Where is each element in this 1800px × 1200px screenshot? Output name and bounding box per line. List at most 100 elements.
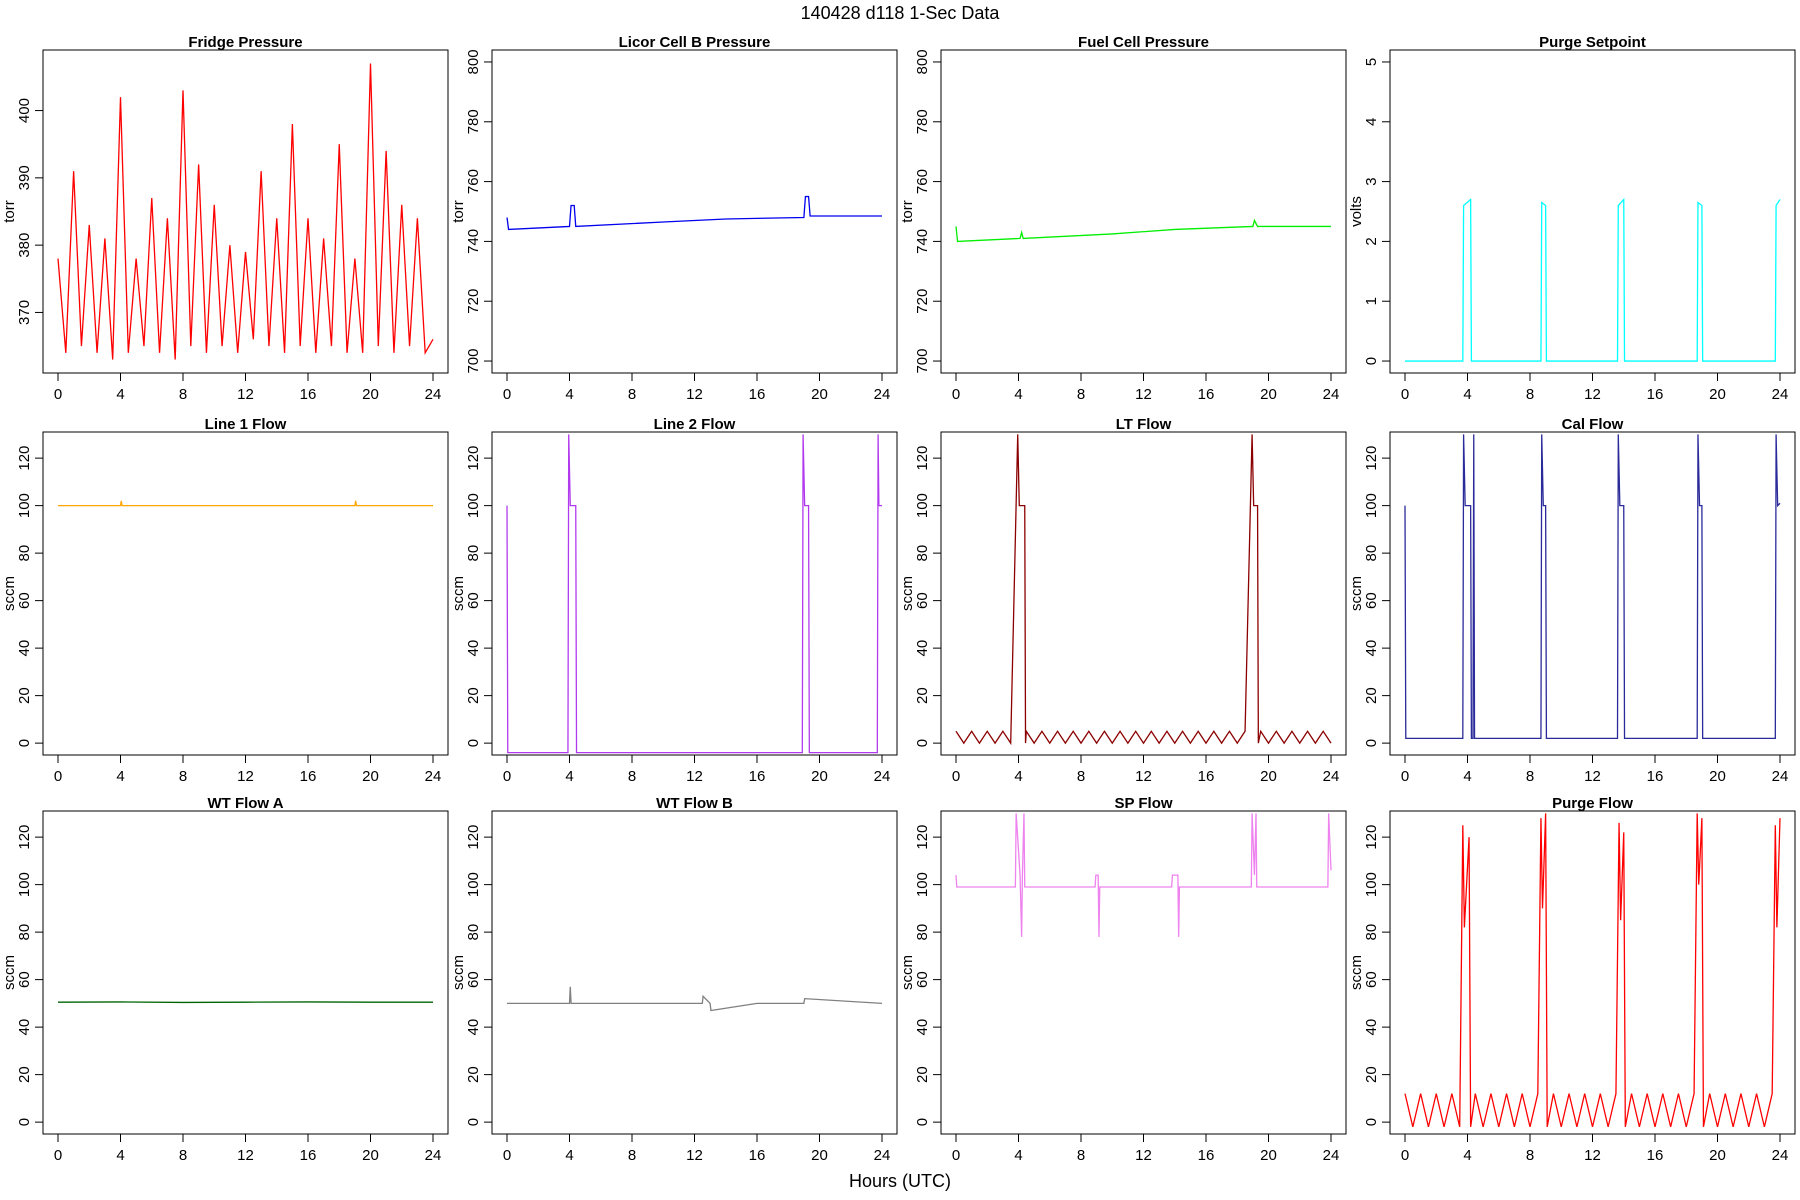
y-tick-label: 0 — [914, 739, 931, 747]
x-tick-label: 0 — [503, 386, 511, 403]
panel-title: WT Flow B — [656, 795, 733, 812]
panel-title: Cal Flow — [1562, 416, 1624, 433]
y-tick-label: 3 — [1363, 177, 1380, 185]
y-tick-label: 760 — [465, 169, 482, 194]
plot-frame — [42, 49, 449, 374]
y-tick-label: 60 — [914, 971, 931, 988]
x-tick-label: 8 — [1077, 1147, 1085, 1164]
x-tick-label: 20 — [811, 1147, 828, 1164]
y-tick-label: 120 — [465, 446, 482, 471]
panel-title: SP Flow — [1114, 795, 1172, 812]
y-axis-label: torr — [899, 200, 916, 223]
y-tick-label: 0 — [914, 1118, 931, 1126]
y-tick-label: 740 — [465, 229, 482, 254]
y-tick-label: 100 — [1363, 872, 1380, 897]
y-tick-label: 60 — [465, 971, 482, 988]
x-tick-label: 8 — [179, 386, 187, 403]
plot-area — [506, 195, 882, 231]
y-tick-label: 120 — [914, 446, 931, 471]
y-tick-label: 370 — [16, 300, 33, 325]
y-tick-label: 2 — [1363, 237, 1380, 245]
x-tick-label: 0 — [952, 1147, 960, 1164]
plot-frame — [940, 431, 1347, 756]
x-tick-label: 12 — [237, 386, 254, 403]
y-tick-label: 40 — [1363, 1019, 1380, 1036]
panel-title: Purge Flow — [1552, 795, 1633, 812]
x-tick-label: 8 — [628, 386, 636, 403]
y-tick-label: 80 — [914, 924, 931, 941]
x-tick-label: 20 — [362, 1147, 379, 1164]
panel: Fuel Cell Pressure torr 0 4 8 12 16 20 24 700 720 7… — [899, 34, 1347, 403]
x-tick-label: 20 — [1260, 768, 1277, 785]
y-tick-label: 4 — [1363, 118, 1380, 126]
y-tick-label: 20 — [16, 1066, 33, 1083]
x-tick-label: 20 — [1709, 386, 1726, 403]
y-tick-label: 20 — [465, 1066, 482, 1083]
y-tick-label: 20 — [465, 687, 482, 704]
y-tick-label: 0 — [1363, 357, 1380, 365]
plot-frame — [1389, 431, 1796, 756]
panel: Fridge Pressure torr 0 4 8 12 16 20 24 370 380 390 4… — [1, 34, 449, 403]
data-line — [955, 218, 1331, 243]
panel: Line 2 Flow sccm 0 4 8 12 16 20 24 0 20 40 60 80 100 12… — [450, 416, 898, 785]
plot-area — [1404, 813, 1781, 1128]
panel: Line 1 Flow sccm 0 4 8 12 16 20 24 0 20 40 60 80 100 12… — [1, 416, 449, 785]
plot-frame — [940, 810, 1347, 1135]
x-tick-label: 8 — [628, 1147, 636, 1164]
plot-frame — [42, 431, 449, 756]
x-tick-label: 16 — [1647, 1147, 1664, 1164]
x-tick-label: 16 — [1647, 386, 1664, 403]
y-tick-label: 700 — [914, 349, 931, 374]
y-tick-label: 100 — [1363, 493, 1380, 518]
y-tick-label: 80 — [16, 924, 33, 941]
x-tick-label: 4 — [116, 386, 124, 403]
x-tick-label: 24 — [1323, 768, 1340, 785]
y-tick-label: 100 — [465, 872, 482, 897]
x-tick-label: 12 — [1135, 386, 1152, 403]
plot-frame — [491, 810, 898, 1135]
x-tick-label: 0 — [1401, 768, 1409, 785]
x-tick-label: 16 — [300, 768, 317, 785]
x-tick-label: 0 — [54, 768, 62, 785]
x-tick-label: 16 — [749, 386, 766, 403]
y-tick-label: 60 — [465, 592, 482, 609]
x-axis-label: Hours (UTC) — [849, 1171, 951, 1191]
x-tick-label: 12 — [1584, 1147, 1601, 1164]
x-tick-label: 24 — [425, 386, 442, 403]
y-tick-label: 60 — [1363, 971, 1380, 988]
x-tick-label: 24 — [425, 1147, 442, 1164]
panel-title: Line 2 Flow — [654, 416, 736, 433]
x-tick-label: 24 — [425, 768, 442, 785]
x-tick-label: 20 — [811, 386, 828, 403]
x-tick-label: 16 — [1198, 768, 1215, 785]
x-tick-label: 16 — [749, 1147, 766, 1164]
x-tick-label: 24 — [1772, 768, 1789, 785]
y-tick-label: 60 — [16, 592, 33, 609]
x-tick-label: 0 — [54, 386, 62, 403]
y-tick-label: 400 — [16, 98, 33, 123]
panel-title: Licor Cell B Pressure — [619, 34, 771, 51]
y-tick-label: 1 — [1363, 297, 1380, 305]
y-tick-label: 120 — [1363, 446, 1380, 471]
y-tick-label: 120 — [1363, 825, 1380, 850]
x-tick-label: 20 — [1260, 386, 1277, 403]
y-tick-label: 40 — [465, 640, 482, 657]
x-tick-label: 20 — [362, 386, 379, 403]
y-tick-label: 780 — [465, 109, 482, 134]
plot-area — [1404, 434, 1781, 740]
x-tick-label: 16 — [1647, 768, 1664, 785]
plot-frame — [940, 49, 1347, 374]
y-tick-label: 20 — [16, 687, 33, 704]
x-tick-label: 8 — [1077, 768, 1085, 785]
plot-frame — [1389, 49, 1796, 374]
y-tick-label: 780 — [914, 109, 931, 134]
y-tick-label: 40 — [16, 1019, 33, 1036]
x-tick-label: 4 — [1014, 386, 1022, 403]
panel-title: Purge Setpoint — [1539, 34, 1646, 51]
data-line — [507, 986, 883, 1012]
panel-title: Fuel Cell Pressure — [1078, 34, 1209, 51]
panel: SP Flow sccm 0 4 8 12 16 20 24 0 20 40 60 80 100 120 — [899, 795, 1347, 1164]
x-tick-label: 4 — [565, 386, 573, 403]
x-tick-label: 24 — [1772, 386, 1789, 403]
